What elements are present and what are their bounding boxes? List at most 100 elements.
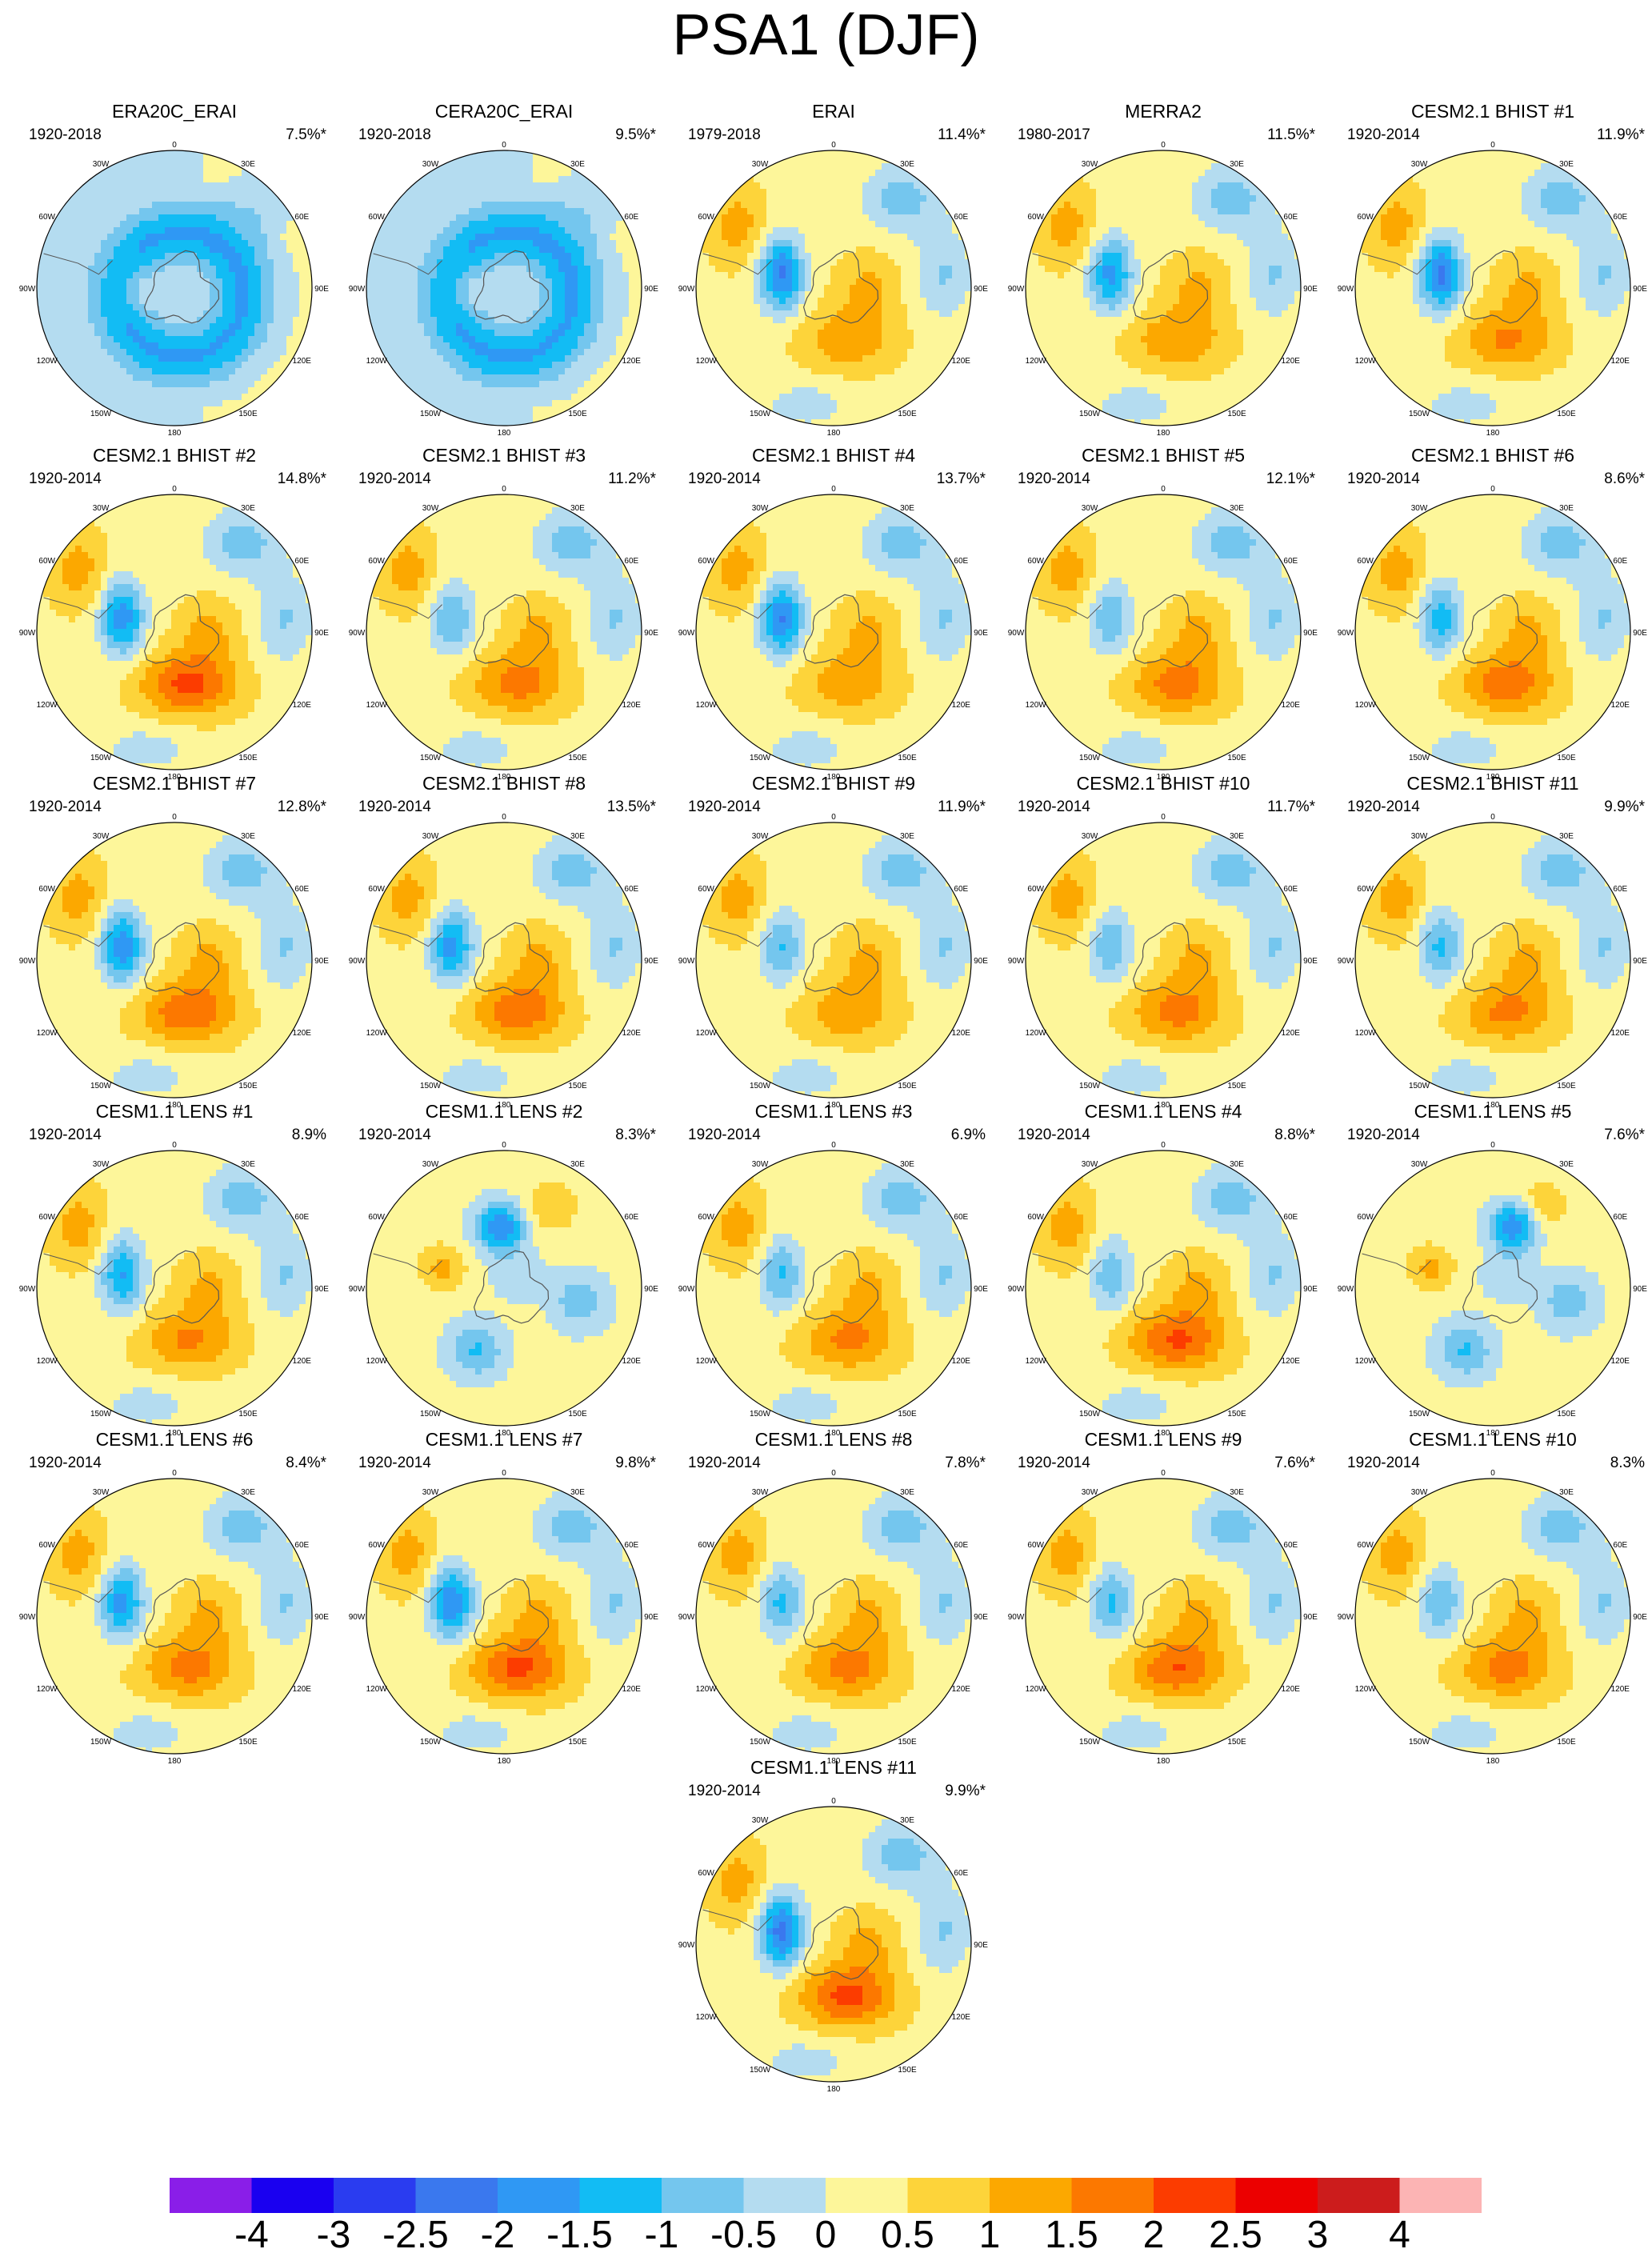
colorbar-tick: -2.5 bbox=[368, 2215, 464, 2256]
colorbar-swatch bbox=[251, 2178, 334, 2213]
map-panel: CESM2.1 BHIST #6 1920-2014 8.6%* 0 30E 60E 90E… bbox=[1333, 445, 1652, 782]
panel-years: 1920-2014 bbox=[358, 470, 431, 488]
polar-stereographic-map: 0 30E 60E 90E 120E 150E 180 150W 120W 90W 60W 30W bbox=[349, 141, 659, 438]
antarctica-coastline bbox=[1132, 1250, 1209, 1324]
panel-variance-pct: 8.4%* bbox=[286, 1455, 326, 1472]
longitude-label: 120E bbox=[622, 1029, 642, 1038]
panel-title: CESM1.1 LENS #9 bbox=[1003, 1429, 1323, 1450]
antarctica-coastline bbox=[473, 594, 550, 668]
map-panel-grid: ERA20C_ERAI 1920-2018 7.5%* 0 30E 60E 90E 120E 1… bbox=[14, 101, 1652, 2094]
south-america-coastline bbox=[1032, 253, 1102, 275]
south-america-coastline bbox=[1362, 597, 1431, 619]
colorbar-tick: -4 bbox=[204, 2215, 300, 2256]
polar-stereographic-map: 0 30E 60E 90E 120E 150E 180 150W 120W 90W 60W 30W bbox=[349, 1469, 659, 1766]
polar-stereographic-map: 0 30E 60E 90E 120E 150E 180 150W 120W 90W 60W 30W bbox=[19, 141, 330, 438]
longitude-label: 120W bbox=[1026, 1029, 1047, 1038]
longitude-label: 60W bbox=[1027, 1213, 1044, 1222]
colorbar-tick: 1 bbox=[942, 2215, 1038, 2256]
longitude-label: 120E bbox=[1611, 701, 1630, 710]
south-america-coastline bbox=[702, 597, 772, 619]
longitude-label: 60W bbox=[1357, 1213, 1374, 1222]
longitude-label: 120W bbox=[696, 1685, 718, 1694]
map-panel: CESM2.1 BHIST #9 1920-2014 11.9%* 0 30E 60E 90… bbox=[674, 773, 994, 1110]
longitude-label: 150E bbox=[568, 1410, 587, 1419]
map-panel: CESM2.1 BHIST #1 1920-2014 11.9%* 0 30E 60E 90… bbox=[1333, 101, 1652, 438]
longitude-label: 60W bbox=[368, 885, 385, 894]
panel-title: CESM2.1 BHIST #1 bbox=[1333, 101, 1652, 122]
panel-title: CESM2.1 BHIST #10 bbox=[1003, 773, 1323, 794]
longitude-label: 150W bbox=[90, 1738, 112, 1747]
shaded-anomaly-field bbox=[366, 494, 642, 770]
longitude-label: 60W bbox=[1357, 557, 1374, 566]
longitude-label: 180 bbox=[827, 1757, 841, 1766]
longitude-label: 120W bbox=[696, 1029, 718, 1038]
polar-stereographic-map: 0 30E 60E 90E 120E 150E 180 150W 120W 90W 60W 30W bbox=[19, 485, 330, 782]
longitude-label: 30E bbox=[241, 1488, 255, 1497]
longitude-label: 0 bbox=[1490, 485, 1495, 494]
map-boundary bbox=[1354, 822, 1631, 1098]
longitude-label: 90W bbox=[1338, 285, 1354, 294]
longitude-label: 150E bbox=[1227, 1410, 1246, 1419]
longitude-label: 120E bbox=[1282, 1685, 1301, 1694]
longitude-label: 0 bbox=[1490, 141, 1495, 150]
map-boundary bbox=[36, 1478, 313, 1755]
longitude-label: 30E bbox=[241, 160, 255, 169]
antarctica-coastline bbox=[1132, 1578, 1209, 1652]
longitude-label: 120W bbox=[696, 1357, 718, 1366]
antarctica-coastline bbox=[802, 1906, 879, 1980]
longitude-label: 90W bbox=[1008, 285, 1025, 294]
south-america-coastline bbox=[373, 1581, 442, 1603]
panel-variance-pct: 11.4%* bbox=[938, 126, 986, 144]
panel-title: CESM1.1 LENS #8 bbox=[674, 1429, 994, 1450]
panel-title: CESM1.1 LENS #11 bbox=[674, 1757, 994, 1778]
longitude-label: 90W bbox=[678, 1941, 695, 1950]
longitude-label: 150W bbox=[1079, 1082, 1101, 1090]
longitude-label: 60E bbox=[294, 557, 309, 566]
longitude-label: 90W bbox=[1008, 629, 1025, 638]
longitude-label: 90E bbox=[974, 285, 988, 294]
longitude-label: 150E bbox=[898, 1082, 917, 1090]
shaded-anomaly-field bbox=[37, 150, 312, 426]
antarctica-coastline bbox=[143, 1250, 220, 1324]
longitude-label: 90E bbox=[314, 1285, 329, 1294]
longitude-label: 90W bbox=[1338, 629, 1354, 638]
longitude-label: 90E bbox=[974, 1941, 988, 1950]
map-panel: CESM1.1 LENS #7 1920-2014 9.8%* 0 30E 60E 90E 1… bbox=[344, 1429, 664, 1766]
longitude-label: 30W bbox=[422, 160, 439, 169]
longitude-label: 120W bbox=[37, 1685, 58, 1694]
longitude-label: 90W bbox=[19, 285, 36, 294]
map-panel: CESM2.1 BHIST #3 1920-2014 11.2%* 0 30E 60E 90… bbox=[344, 445, 664, 782]
longitude-label: 90E bbox=[1303, 1613, 1318, 1622]
longitude-label: 180 bbox=[1157, 1429, 1170, 1438]
panel-title: CESM2.1 BHIST #7 bbox=[14, 773, 334, 794]
longitude-label: 150W bbox=[420, 410, 442, 418]
polar-stereographic-map: 0 30E 60E 90E 120E 150E 180 150W 120W 90W 60W 30W bbox=[678, 485, 989, 782]
longitude-label: 180 bbox=[827, 1101, 841, 1110]
map-boundary bbox=[695, 494, 972, 770]
colorbar-tick: -0.5 bbox=[696, 2215, 792, 2256]
antarctica-coastline bbox=[473, 1578, 550, 1652]
longitude-label: 150W bbox=[1409, 754, 1430, 762]
longitude-label: 120E bbox=[293, 701, 312, 710]
shaded-anomaly-field bbox=[366, 1479, 642, 1754]
panel-title: CESM2.1 BHIST #4 bbox=[674, 445, 994, 466]
panel-variance-pct: 11.9%* bbox=[1597, 126, 1645, 144]
longitude-label: 150W bbox=[1409, 1410, 1430, 1419]
longitude-label: 180 bbox=[168, 1101, 182, 1110]
longitude-label: 150W bbox=[1079, 410, 1101, 418]
south-america-coastline bbox=[1032, 1581, 1102, 1603]
longitude-label: 120E bbox=[952, 701, 971, 710]
longitude-label: 90W bbox=[1008, 1285, 1025, 1294]
longitude-label: 30E bbox=[241, 504, 255, 513]
longitude-label: 150E bbox=[568, 1738, 587, 1747]
longitude-label: 30W bbox=[93, 832, 110, 841]
panel-years: 1980-2017 bbox=[1018, 126, 1090, 144]
panel-years: 1920-2014 bbox=[688, 1455, 761, 1472]
longitude-label: 90E bbox=[974, 1613, 988, 1622]
longitude-label: 150E bbox=[568, 1082, 587, 1090]
antarctica-coastline bbox=[802, 250, 879, 324]
south-america-coastline bbox=[43, 253, 113, 275]
longitude-label: 30E bbox=[1559, 832, 1574, 841]
longitude-label: 120E bbox=[1282, 1357, 1301, 1366]
panel-variance-pct: 9.8%* bbox=[615, 1455, 656, 1472]
